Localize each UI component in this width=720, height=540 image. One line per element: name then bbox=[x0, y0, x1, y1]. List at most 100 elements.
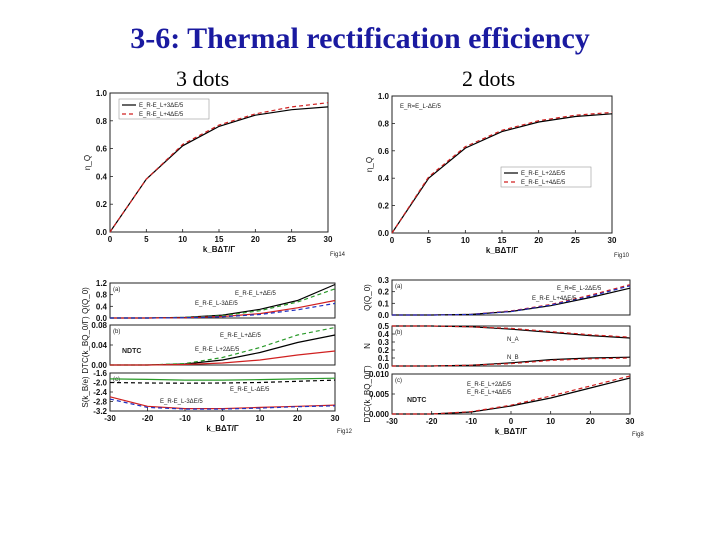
y-axis-label: η_Q bbox=[365, 157, 374, 172]
x-tick-label: -20 bbox=[426, 417, 438, 426]
figure-label: Fig8 bbox=[632, 432, 644, 438]
y-axis-label: S(k_B/e) bbox=[81, 376, 90, 407]
x-tick-label: 10 bbox=[256, 414, 265, 423]
legend-box bbox=[118, 98, 210, 120]
x-tick-label: 0 bbox=[509, 417, 514, 426]
x-axis-label: k_BΔT/Γ bbox=[206, 424, 239, 433]
annotation: E_R-E_L+ΔE/5 bbox=[235, 291, 277, 297]
y-tick-label: 0.010 bbox=[369, 370, 390, 379]
x-tick-label: 20 bbox=[534, 236, 543, 245]
chart-p3a: 0.0 0.4 0.8 1.2 Q(Q_0) (a) E_R-E_L+ΔE/5 E_R-E_L… bbox=[81, 279, 336, 323]
y-tick-label: -1.6 bbox=[93, 369, 107, 378]
x-tick-label: 0 bbox=[220, 414, 225, 423]
annotation: E_R-E_L-3ΔE/5 bbox=[195, 301, 238, 307]
y-tick-label: 0.4 bbox=[378, 330, 390, 339]
series-line-0 bbox=[391, 113, 613, 234]
x-tick-label: 30 bbox=[331, 414, 340, 423]
legend-entry: E_R-E_L+4ΔE/5 bbox=[521, 180, 566, 186]
annotation: E_R-E_L-ΔE/5 bbox=[230, 387, 270, 393]
y-tick-label: 0.2 bbox=[96, 200, 108, 209]
annotation: E_R-E_L+ΔE/5 bbox=[220, 333, 262, 339]
series-line-2 bbox=[392, 285, 631, 316]
annotation: E_R=E_L-2ΔE/5 bbox=[557, 286, 602, 292]
x-tick-label: 5 bbox=[144, 235, 149, 244]
y-tick-label: 0.8 bbox=[378, 119, 390, 128]
panel-label: (c) bbox=[113, 377, 120, 383]
y-tick-label: 0.2 bbox=[378, 202, 390, 211]
x-tick-label: 20 bbox=[293, 414, 302, 423]
y-axis-label: Q(Q_0) bbox=[363, 284, 372, 311]
annotation: NDTC bbox=[122, 348, 141, 355]
annotation: E_R-E_L-3ΔE/5 bbox=[160, 399, 203, 405]
y-tick-label: 0.5 bbox=[378, 322, 390, 331]
panel-label: (c) bbox=[395, 378, 402, 384]
y-tick-label: 0.4 bbox=[96, 302, 108, 311]
plot-frame bbox=[109, 324, 336, 366]
y-tick-label: 0.3 bbox=[378, 338, 390, 347]
chart-p3c: -1.6-2.0-2.4-2.8-3.2-30 -20 -10 0 10 20 30 S(k_… bbox=[81, 369, 353, 435]
x-tick-label: -10 bbox=[466, 417, 478, 426]
plot-frame bbox=[391, 325, 631, 367]
legend-entry: E_R-E_L+4ΔE/5 bbox=[139, 112, 184, 118]
x-tick-label: 15 bbox=[215, 235, 224, 244]
legend-entry: E_R-E_L+3ΔE/5 bbox=[139, 103, 184, 109]
y-axis-label: Q(Q_0) bbox=[81, 287, 90, 314]
annotation: N_A bbox=[507, 337, 519, 343]
figure-label: Fig14 bbox=[330, 252, 346, 258]
series-line-1 bbox=[109, 102, 329, 233]
y-tick-label: 0.000 bbox=[369, 410, 390, 419]
series-line-1 bbox=[392, 375, 631, 415]
y-axis-label: DTC(k_BQ_0/Γ) bbox=[363, 365, 372, 423]
x-tick-label: 25 bbox=[571, 236, 580, 245]
x-tick-label: 5 bbox=[426, 236, 431, 245]
plot-frame bbox=[391, 95, 613, 234]
x-tick-label: 10 bbox=[546, 417, 555, 426]
y-tick-label: -2.0 bbox=[93, 379, 107, 388]
y-tick-label: 1.0 bbox=[378, 92, 390, 101]
series-line-2 bbox=[110, 350, 336, 366]
y-tick-label: 0.0 bbox=[96, 228, 108, 237]
x-axis-label: k_BΔT/Γ bbox=[495, 427, 528, 436]
y-tick-label: 0.6 bbox=[378, 147, 390, 156]
legend-entry: E_R-E_L+2ΔE/5 bbox=[521, 171, 566, 177]
legend-box bbox=[500, 166, 592, 188]
y-tick-label: 0.0 bbox=[378, 311, 390, 320]
y-tick-label: 1.2 bbox=[96, 279, 108, 288]
y-tick-label: 0.2 bbox=[378, 346, 390, 355]
y-tick-label: 0.0 bbox=[378, 229, 390, 238]
y-tick-label: -2.8 bbox=[93, 398, 107, 407]
x-tick-label: -10 bbox=[179, 414, 191, 423]
panel-label: (a) bbox=[395, 284, 402, 290]
x-axis-label: k_BΔT/Γ bbox=[203, 245, 236, 254]
x-tick-label: 20 bbox=[586, 417, 595, 426]
x-tick-label: -30 bbox=[104, 414, 116, 423]
series-line-0 bbox=[392, 325, 631, 339]
series-line-2 bbox=[392, 356, 631, 367]
figure-label: Fig12 bbox=[337, 429, 353, 435]
y-tick-label: 0.6 bbox=[96, 145, 108, 154]
annotation: E_R-E_L+4ΔE/5 bbox=[467, 390, 512, 396]
chart-p4c: 0.000 0.005 0.010 -30 -20 -10 0 10 20 30 DTC(k_BQ_… bbox=[363, 365, 644, 438]
y-tick-label: -2.4 bbox=[93, 388, 107, 397]
y-axis-label: N bbox=[363, 343, 372, 349]
series-line-1 bbox=[109, 379, 336, 384]
series-line-3 bbox=[109, 398, 336, 410]
series-line-1 bbox=[391, 111, 613, 234]
left-subtitle: 3 dots bbox=[176, 66, 230, 91]
series-line-1 bbox=[392, 325, 631, 338]
chart-p1: 0.0 0.2 0.4 0.6 0.8 1.0 0 5 10 15 20 25 30 η_Q k_BΔT/Γ… bbox=[83, 89, 346, 258]
y-tick-label: 0.8 bbox=[96, 291, 108, 300]
x-axis-label: k_BΔT/Γ bbox=[486, 246, 519, 255]
panel-label: (a) bbox=[113, 287, 120, 293]
y-tick-label: 0.4 bbox=[378, 174, 390, 183]
x-tick-label: 20 bbox=[251, 235, 260, 244]
y-tick-label: 0.4 bbox=[96, 172, 108, 181]
y-tick-label: 0.3 bbox=[378, 276, 390, 285]
y-tick-label: 0.1 bbox=[378, 354, 390, 363]
panel-label: (b) bbox=[395, 330, 402, 336]
x-tick-label: 15 bbox=[498, 236, 507, 245]
y-tick-label: 0.0 bbox=[378, 362, 390, 371]
x-tick-label: 30 bbox=[608, 236, 617, 245]
x-tick-label: 30 bbox=[324, 235, 333, 244]
